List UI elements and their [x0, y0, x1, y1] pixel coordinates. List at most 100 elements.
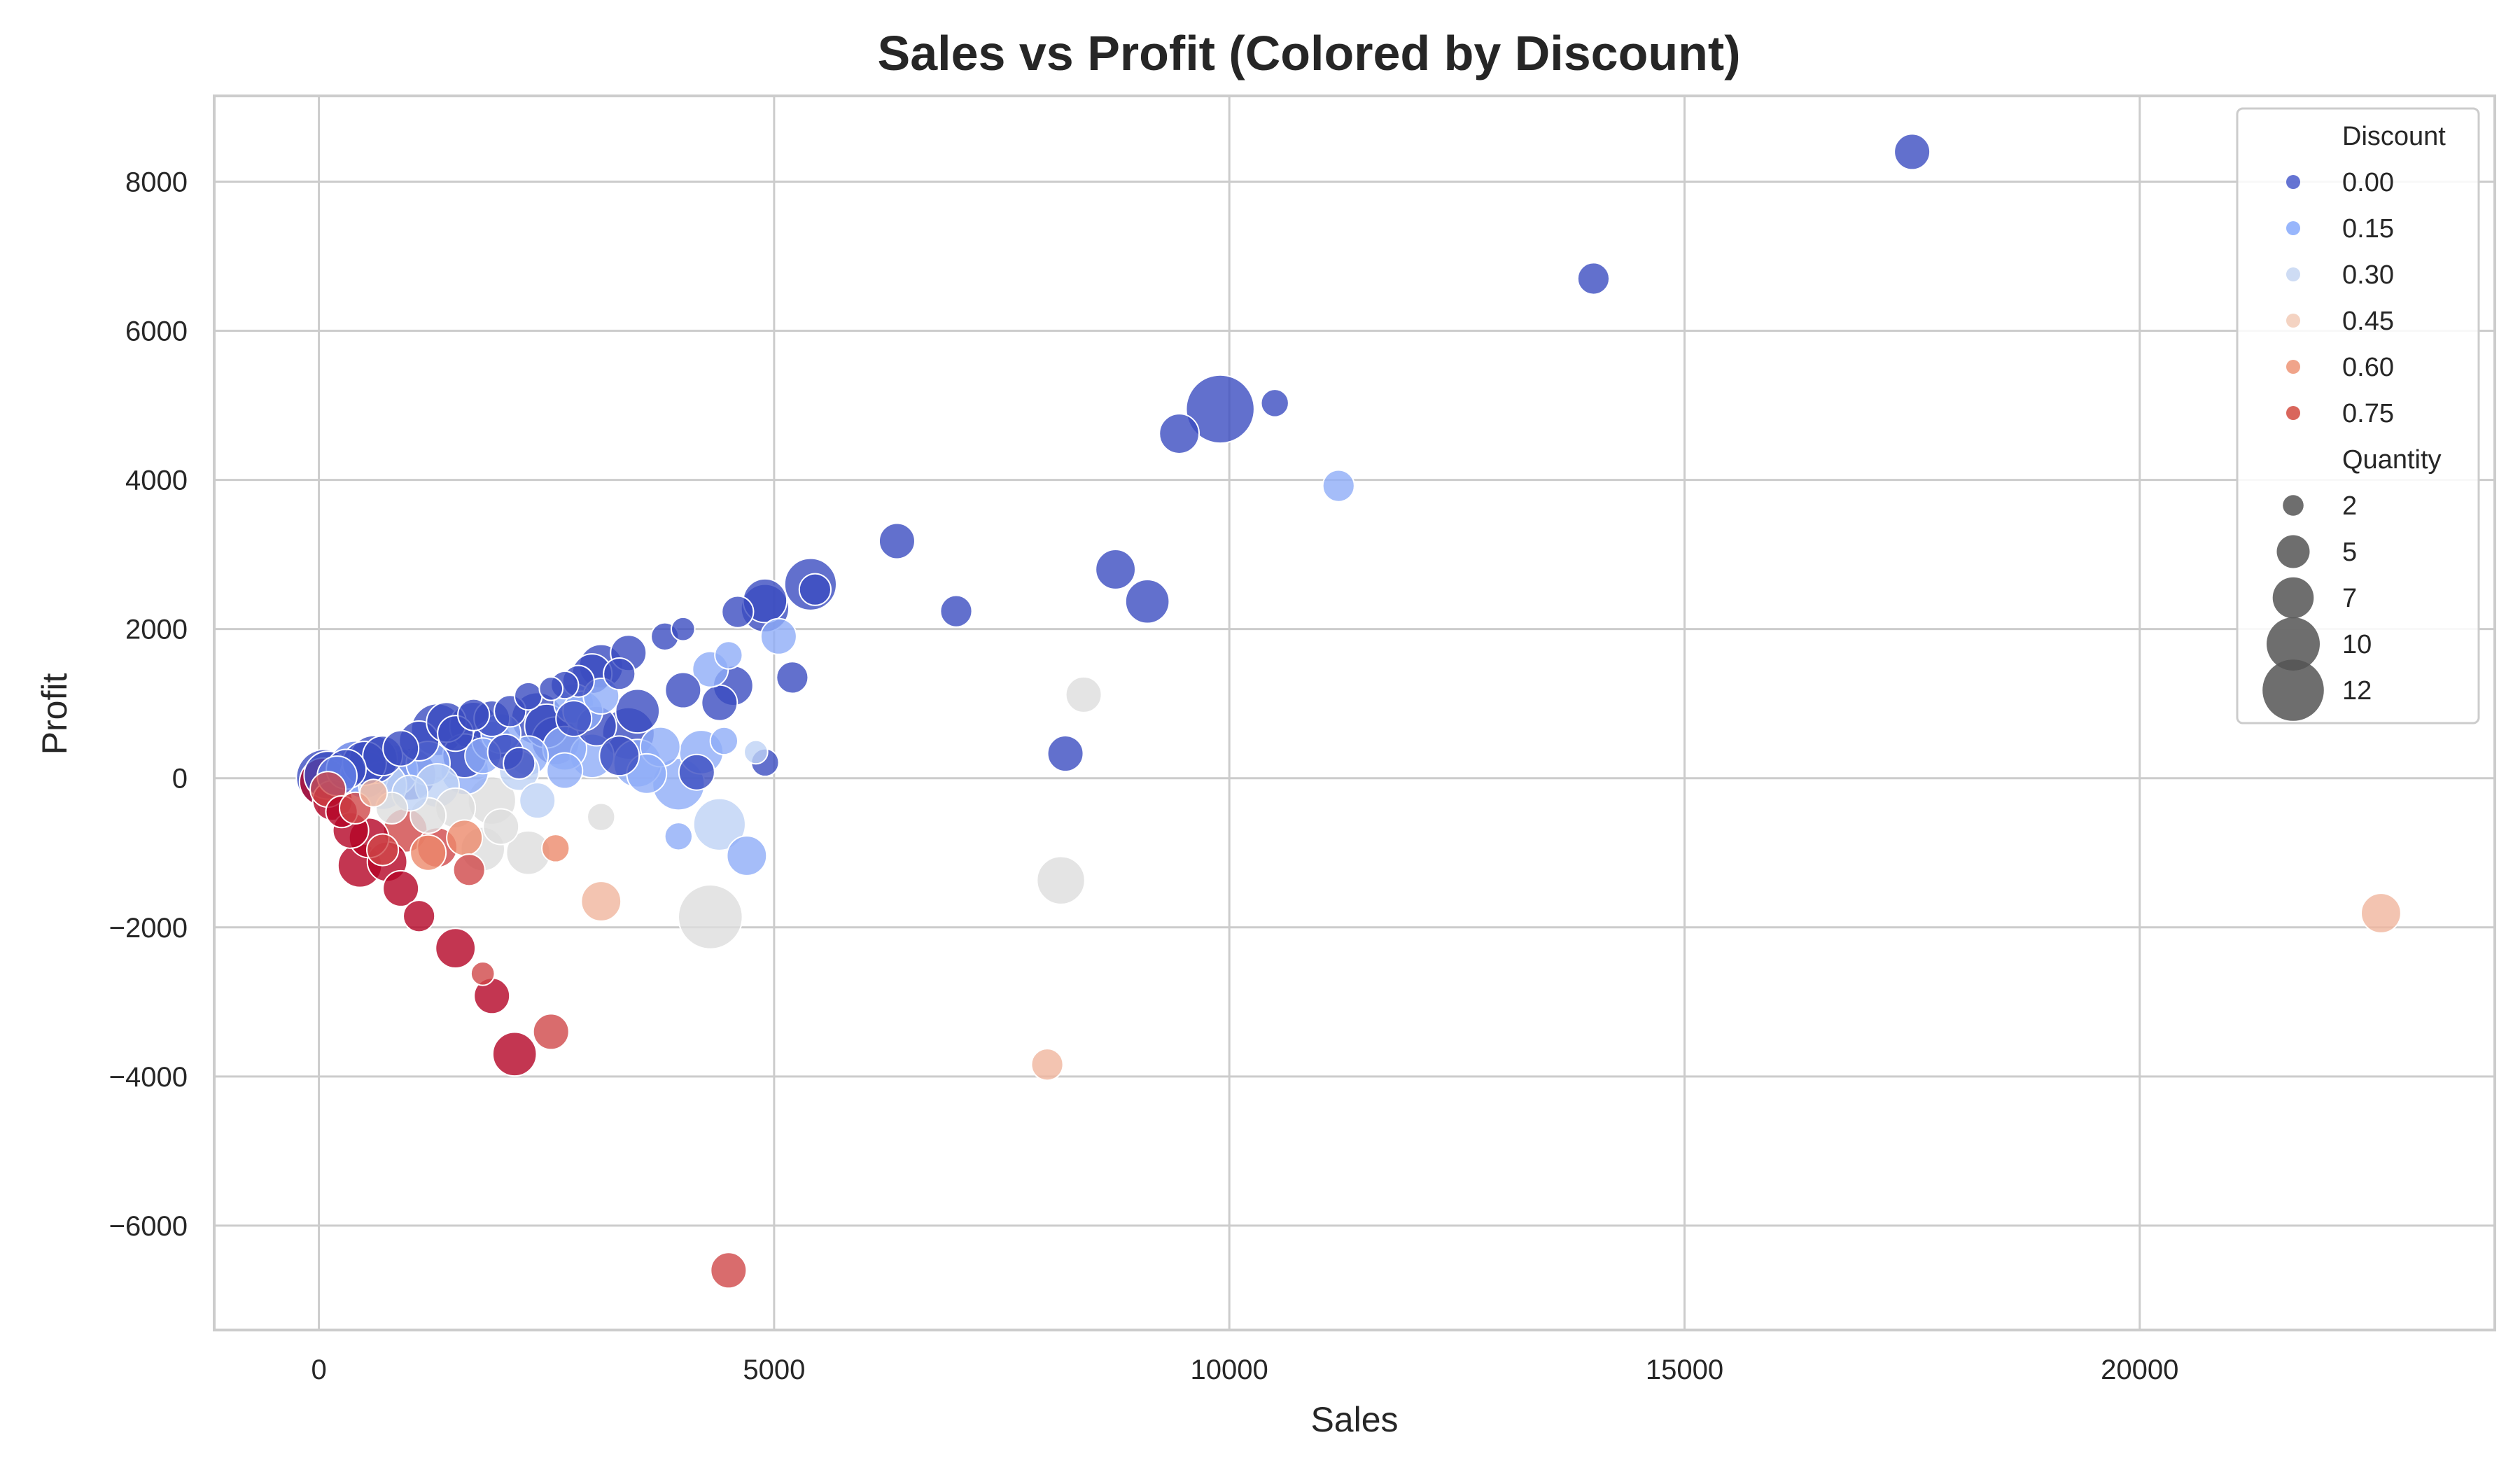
y-tick-label: −6000: [109, 1211, 188, 1242]
data-point: [1893, 133, 1931, 171]
data-point: [580, 881, 622, 922]
y-tick-label: 0: [172, 764, 188, 794]
legend-label: 0.60: [2342, 353, 2394, 382]
legend-marker: [2286, 406, 2300, 420]
data-point: [546, 752, 584, 790]
y-axis-label: Profit: [35, 673, 74, 755]
legend-label: 0.45: [2342, 307, 2394, 336]
y-tick-label: 6000: [125, 316, 188, 347]
data-point: [760, 617, 797, 655]
y-tick-label: 8000: [125, 167, 188, 198]
legend-size-marker: [2262, 659, 2324, 721]
x-tick-label: 20000: [2101, 1354, 2178, 1385]
data-point: [410, 834, 447, 872]
data-point: [382, 729, 420, 767]
data-point: [603, 657, 636, 691]
data-point: [382, 869, 420, 907]
x-tick-label: 15000: [1646, 1354, 1723, 1385]
legend-marker: [2286, 267, 2300, 281]
data-point: [482, 808, 520, 846]
data-point: [1124, 578, 1170, 624]
data-point: [519, 782, 556, 820]
data-point: [541, 834, 570, 863]
data-point: [1260, 388, 1289, 418]
plot-frame: [213, 94, 2496, 1331]
data-point: [776, 661, 809, 694]
data-point: [491, 1031, 538, 1077]
y-tick-label: −4000: [109, 1062, 188, 1093]
data-point: [532, 1013, 570, 1051]
data-point: [1322, 469, 1355, 503]
data-point: [743, 739, 769, 765]
data-point: [671, 616, 696, 642]
data-point: [1095, 549, 1136, 590]
legend-size-label: 10: [2342, 630, 2372, 659]
data-point: [1030, 1048, 1064, 1082]
data-point: [1046, 735, 1084, 773]
data-point: [664, 671, 702, 709]
legend-size-label: 12: [2342, 676, 2372, 706]
y-tick-label: 4000: [125, 465, 188, 496]
x-tick-label: 5000: [743, 1354, 805, 1385]
data-point: [678, 884, 743, 950]
data-point: [1185, 374, 1255, 444]
grid-lines: [214, 96, 2495, 1330]
data-point: [452, 853, 486, 887]
data-point: [358, 778, 388, 808]
data-point: [878, 522, 916, 560]
data-point: [1158, 413, 1200, 454]
data-point: [939, 594, 973, 628]
y-tick-label: 2000: [125, 615, 188, 645]
data-point: [692, 797, 746, 851]
data-point: [598, 735, 640, 777]
data-point: [710, 1252, 748, 1289]
data-point: [664, 822, 694, 851]
legend-label: 0.15: [2342, 214, 2394, 244]
data-point: [714, 640, 743, 670]
x-axis-ticks: 0 5000 10000 15000 20000: [311, 1354, 2178, 1385]
y-axis-ticks: −6000 −4000 −2000 0 2000 4000 6000 8000: [109, 167, 188, 1242]
data-point: [587, 802, 616, 832]
data-point: [1065, 676, 1102, 713]
data-point: [709, 726, 739, 756]
legend-label: 0.75: [2342, 399, 2394, 428]
data-point: [1576, 262, 1611, 295]
legend-marker: [2286, 221, 2300, 235]
legend-marker: [2286, 360, 2300, 374]
data-point: [615, 688, 661, 734]
data-point: [503, 746, 536, 780]
data-point: [1036, 855, 1086, 905]
legend-marker: [2286, 175, 2300, 189]
chart-title: Sales vs Profit (Colored by Discount): [878, 26, 1741, 80]
legend-title-discount: Discount: [2342, 122, 2446, 151]
legend: Discount 0.00 0.15 0.30 0.45 0.60 0.75 Quantity…: [2236, 107, 2480, 724]
legend-label: 0.30: [2342, 260, 2394, 290]
data-point: [366, 833, 400, 867]
data-point: [470, 961, 496, 986]
legend-size-marker: [2276, 535, 2310, 568]
legend-label: 0.00: [2342, 168, 2394, 197]
data-point: [678, 753, 715, 791]
x-axis-label: Sales: [1310, 1400, 1398, 1439]
data-point: [435, 927, 477, 969]
data-point: [555, 699, 593, 737]
data-point: [721, 595, 755, 629]
data-point: [701, 684, 738, 722]
data-point: [457, 698, 491, 732]
data-point: [2360, 892, 2402, 934]
data-points: [295, 133, 2402, 1289]
legend-size-marker: [2283, 495, 2304, 516]
data-point: [446, 819, 484, 857]
data-point: [402, 899, 436, 933]
legend-size-label: 2: [2342, 491, 2357, 521]
legend-box: [2236, 107, 2480, 724]
x-tick-label: 10000: [1191, 1354, 1268, 1385]
legend-marker: [2286, 314, 2300, 328]
legend-title-quantity: Quantity: [2342, 445, 2442, 475]
legend-size-marker: [2272, 577, 2314, 619]
legend-size-marker: [2267, 617, 2320, 671]
data-point: [538, 676, 564, 701]
legend-size-label: 5: [2342, 538, 2357, 567]
